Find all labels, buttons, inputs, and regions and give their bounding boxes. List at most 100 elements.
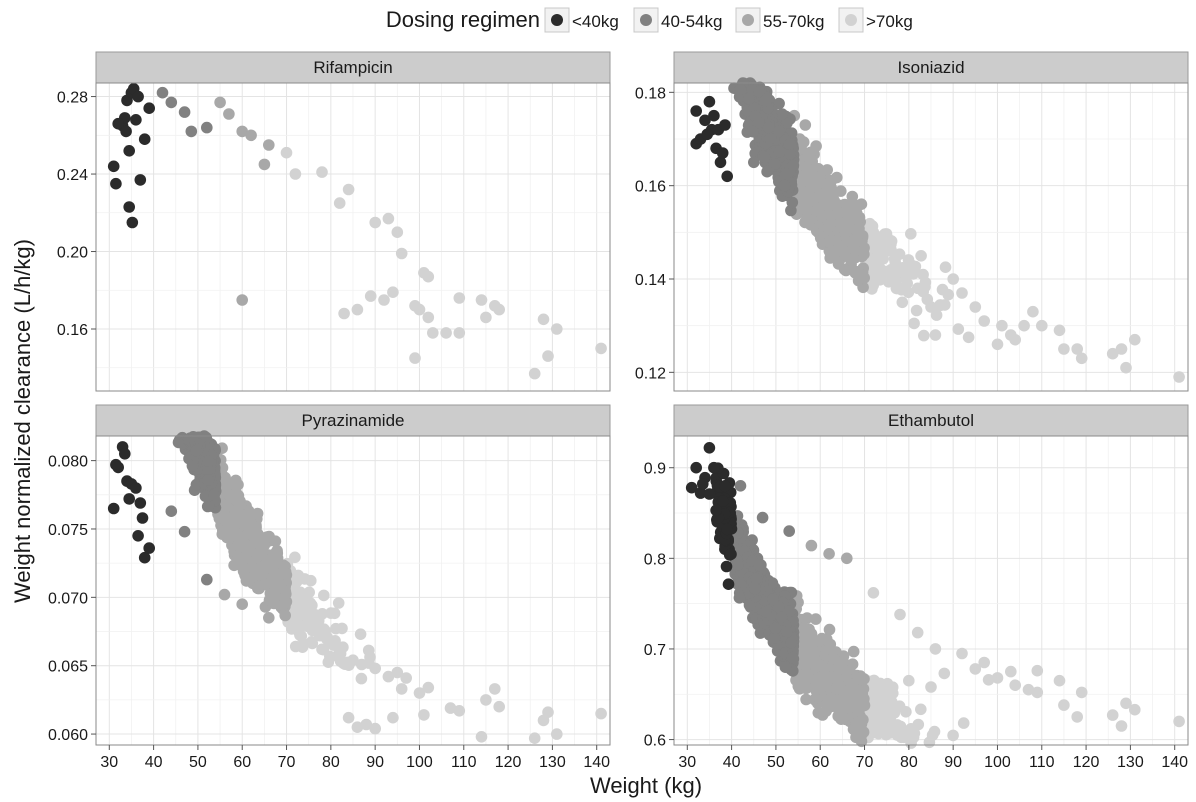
data-point xyxy=(178,106,191,118)
data-point xyxy=(1031,686,1044,699)
data-point xyxy=(825,175,837,187)
data-point xyxy=(722,578,735,590)
data-point xyxy=(537,313,550,326)
data-point xyxy=(218,588,231,601)
legend-key xyxy=(544,7,570,33)
data-point xyxy=(236,598,248,610)
data-point xyxy=(1053,324,1066,337)
data-point xyxy=(787,159,800,172)
data-point xyxy=(400,672,413,684)
data-point xyxy=(846,190,859,203)
data-point xyxy=(342,711,355,724)
data-point xyxy=(909,260,922,273)
x-tick-label: 120 xyxy=(1073,754,1100,771)
data-point xyxy=(138,133,151,145)
facet-panel: Isoniazid 0.12 0.14 0.16 0.18 xyxy=(635,51,1189,392)
data-point xyxy=(276,599,289,611)
data-point xyxy=(355,672,368,685)
data-point xyxy=(844,212,857,225)
legend-title: Dosing regimen xyxy=(386,7,540,32)
data-point xyxy=(1120,697,1132,710)
data-point xyxy=(910,304,923,317)
data-point xyxy=(800,659,812,672)
y-tick-label: 0.075 xyxy=(48,522,88,539)
data-point xyxy=(925,681,937,693)
data-point xyxy=(918,329,930,342)
data-point xyxy=(324,650,336,663)
data-point xyxy=(112,117,124,130)
x-tick-label: 120 xyxy=(495,754,522,771)
data-point xyxy=(784,148,796,160)
x-tick-label: 80 xyxy=(322,754,340,771)
data-point xyxy=(296,641,309,653)
y-tick-label: 0.8 xyxy=(644,551,666,568)
data-point xyxy=(232,504,244,517)
data-point xyxy=(823,548,835,560)
data-point xyxy=(236,125,248,138)
y-axis: 0.060 0.065 0.070 0.075 0.080 xyxy=(48,454,96,744)
data-point xyxy=(1115,343,1128,355)
data-point xyxy=(378,294,390,306)
data-point xyxy=(268,597,280,610)
data-point xyxy=(898,729,910,742)
data-point xyxy=(338,307,350,320)
data-point xyxy=(716,147,729,159)
data-point xyxy=(821,675,834,687)
y-tick-label: 0.065 xyxy=(48,659,88,676)
data-point xyxy=(318,589,330,602)
data-point xyxy=(413,687,426,699)
facet-title: Rifampicin xyxy=(313,58,392,77)
data-point xyxy=(786,651,799,664)
data-point xyxy=(750,572,763,585)
data-point xyxy=(888,252,901,265)
data-point xyxy=(716,495,729,508)
data-point xyxy=(845,700,858,713)
data-point xyxy=(725,548,737,560)
facet-title: Isoniazid xyxy=(897,58,964,77)
data-point xyxy=(877,707,890,720)
x-tick-label: 110 xyxy=(1029,754,1055,771)
data-point xyxy=(143,102,155,114)
data-point xyxy=(805,539,818,552)
x-tick-label: 50 xyxy=(767,754,785,771)
data-point xyxy=(896,296,909,309)
data-point xyxy=(413,303,426,316)
data-point xyxy=(766,577,779,589)
data-point xyxy=(797,136,810,148)
y-axis: 0.12 0.14 0.16 0.18 xyxy=(635,85,674,382)
data-point xyxy=(767,593,779,606)
data-point xyxy=(202,474,215,486)
data-point xyxy=(703,95,716,108)
data-point xyxy=(845,254,857,267)
data-point xyxy=(721,170,733,183)
data-point xyxy=(382,212,395,225)
data-point xyxy=(762,121,775,134)
data-point xyxy=(756,511,769,524)
data-point xyxy=(911,626,924,639)
data-point xyxy=(202,455,215,467)
data-point xyxy=(1071,343,1083,355)
panel-border xyxy=(673,435,1189,746)
legend: Dosing regimen <40kg 40-54kg 55-70kg >70… xyxy=(386,7,913,33)
data-point xyxy=(369,722,382,735)
x-tick-label: 70 xyxy=(278,754,296,771)
data-point xyxy=(1071,711,1083,723)
data-point xyxy=(422,270,435,283)
data-point xyxy=(991,338,1004,351)
data-point xyxy=(942,288,955,301)
data-point xyxy=(891,282,904,295)
data-point xyxy=(199,490,212,503)
data-point xyxy=(190,444,202,457)
data-point xyxy=(846,678,859,691)
data-point xyxy=(769,622,782,634)
data-point xyxy=(1005,665,1017,678)
data-point xyxy=(697,478,709,490)
data-point xyxy=(832,710,844,722)
data-point xyxy=(800,693,812,706)
data-point xyxy=(769,158,781,170)
panel-border xyxy=(673,82,1189,392)
data-point xyxy=(938,667,951,680)
data-point xyxy=(216,511,229,524)
data-point xyxy=(333,197,346,209)
data-point xyxy=(758,151,771,163)
